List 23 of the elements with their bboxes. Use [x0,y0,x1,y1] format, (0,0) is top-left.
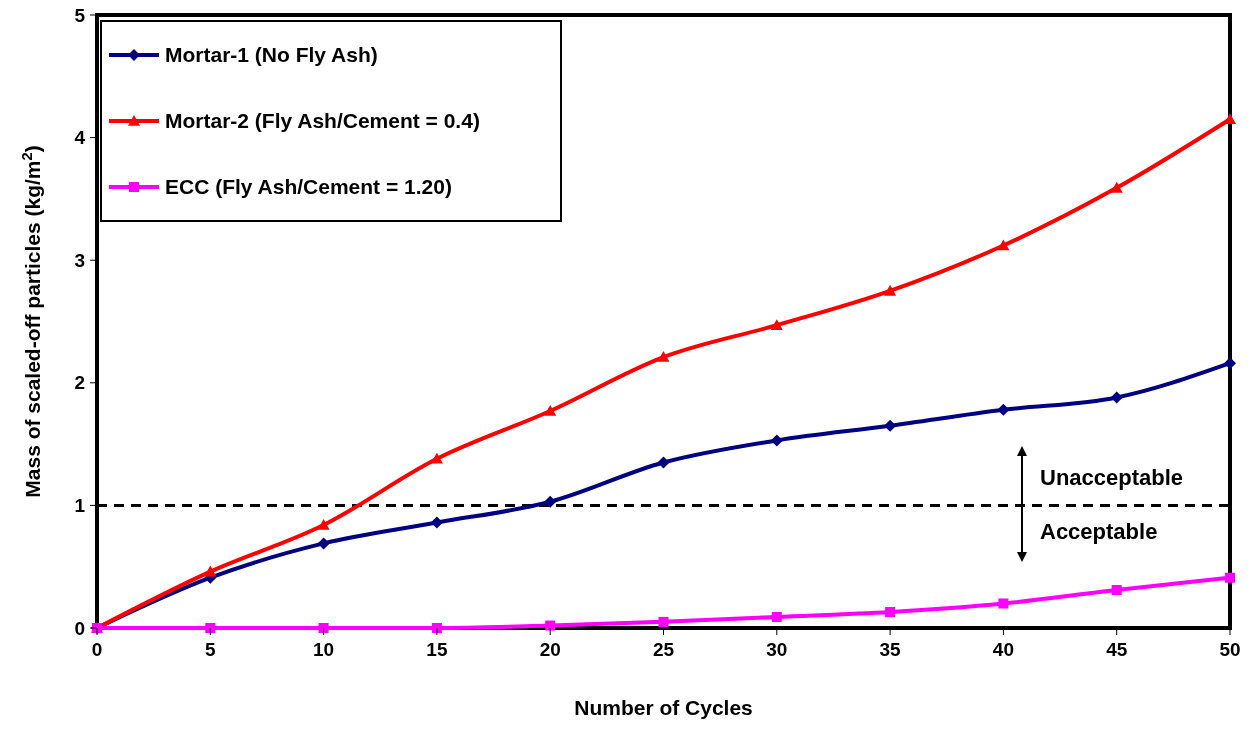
x-tick-label: 15 [426,639,448,660]
y-tick-label: 0 [74,617,85,639]
x-tick-label: 20 [539,639,561,660]
x-tick-label: 0 [91,639,103,660]
x-tick-label: 5 [205,639,217,660]
y-tick-label: 1 [74,495,86,517]
x-tick-label: 35 [879,639,902,660]
x-axis-title: Number of Cycles [574,696,753,719]
y-tick-label: 5 [74,4,86,26]
annotation: Unacceptable [1040,465,1184,491]
x-tick-label: 45 [1106,639,1128,660]
legend-label: Mortar-1 (No Fly Ash) [165,43,378,67]
legend-label: Mortar-2 (Fly Ash/Cement = 0.4) [165,109,480,133]
x-tick-label: 50 [1219,639,1241,660]
x-tick-label: 40 [992,639,1014,660]
y-tick-label: 4 [74,127,86,149]
x-tick-label: 25 [652,639,675,660]
annotation: Acceptable [1040,519,1158,545]
legend-label: ECC (Fly Ash/Cement = 1.20) [165,175,452,199]
y-tick-label: 3 [74,249,85,271]
x-tick-label: 30 [766,639,788,660]
x-tick-label: 10 [313,639,335,660]
y-tick-label: 2 [74,372,85,394]
